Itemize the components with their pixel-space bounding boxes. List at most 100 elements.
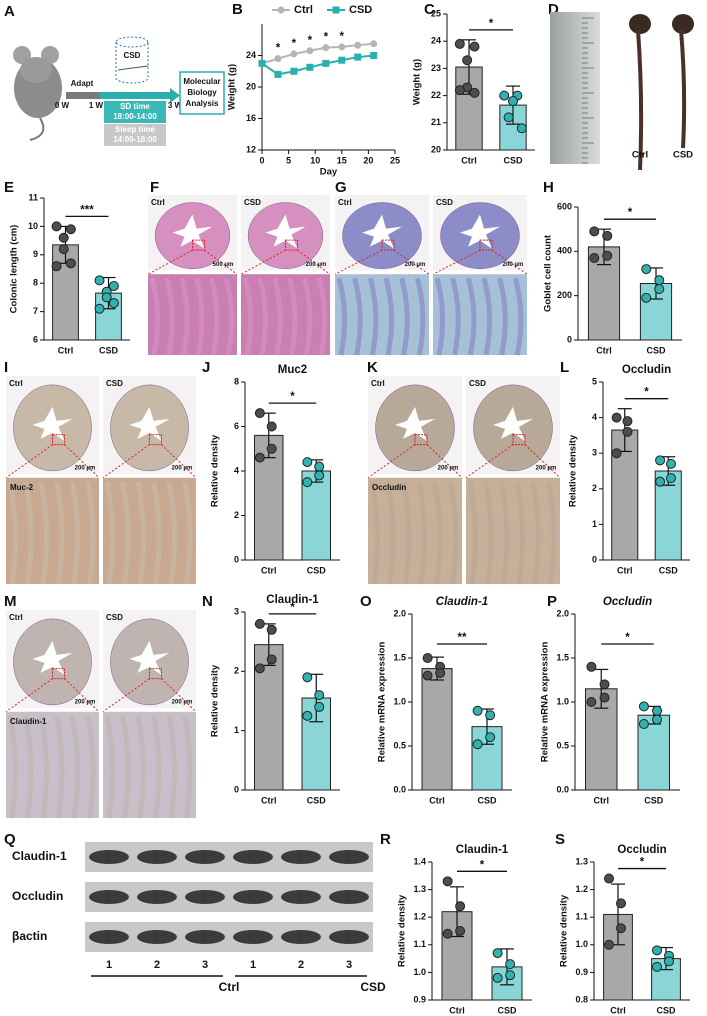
label: 200 μm [75,465,96,471]
label: 1.0 [575,939,588,949]
label: CSD [477,795,497,805]
label: Ctrl [594,795,610,805]
band [281,850,321,864]
label: * [625,632,630,644]
crypt [54,715,65,819]
label: 0.5 [393,740,406,750]
label: Ctrl [610,1005,626,1015]
series-marker [338,56,346,64]
data-point [516,123,527,134]
data-point [302,477,313,488]
label: * [640,857,645,869]
zoom-box [149,434,162,446]
label: * [308,35,313,47]
label: 500 μm [213,262,234,268]
label: Ctrl [151,198,165,207]
crypt [367,277,379,356]
crypt [545,481,557,585]
zoom-line [102,678,150,713]
label: CSD [673,150,693,161]
label: Relative density [397,894,408,967]
crypt [497,277,508,356]
blot-strip [85,922,373,952]
crypt [242,277,254,356]
band [89,890,129,904]
legend-marker [332,6,340,14]
label: 11 [28,192,38,202]
data-point [604,873,614,884]
crypt [272,277,283,356]
label: 0 [234,784,239,794]
label: 25 [390,155,400,165]
cecum [629,14,651,34]
data-point [314,701,325,712]
data-point [472,739,483,750]
data-point [622,416,633,427]
band [89,930,129,944]
crypt [434,277,446,356]
data-point [455,926,466,936]
label: Ctrl [58,345,74,355]
label: Occludin [622,364,671,376]
label: 3 [234,606,239,616]
crypt [385,481,396,585]
label: 1 [250,959,256,971]
label: 9 [33,249,38,259]
panel-label: E [4,179,14,196]
label: 1.5 [393,652,406,662]
label: Claudin-1 [12,849,67,863]
panel-label: D [548,1,559,18]
zoom-line [491,249,528,275]
data-point [616,923,626,934]
zoom-box [52,434,65,446]
label: 20 [246,81,256,91]
data-point [442,876,453,887]
band [89,850,129,864]
label: Ctrl [261,565,277,575]
data-point [652,705,663,716]
label: 14:00-18:00 [113,135,157,144]
label: 1.0 [393,696,406,706]
label: 400 [557,246,572,256]
crypt [69,715,81,819]
crypt [104,481,116,585]
label: Claudin-1 [436,596,488,608]
data-point [665,473,676,484]
panel-label: K [367,359,378,376]
lumen [362,214,402,249]
mouse-tail [29,117,45,141]
label: Biology [187,88,217,97]
zoom-line [393,249,430,275]
data-point [492,972,503,983]
label: 6 [33,334,38,344]
label: 0 [234,554,239,564]
data-point [652,945,662,956]
lumen [129,406,170,441]
label: 20 [431,144,441,154]
crypt [414,277,426,356]
label: 200 [557,290,572,300]
zoom-line [5,444,53,479]
data-point [266,654,277,665]
band [329,890,369,904]
data-point [586,697,597,707]
label: Relative mRNA expression [540,642,551,763]
panel-label: S [555,831,565,848]
data-point [58,244,69,255]
data-point [469,87,480,98]
data-point [652,961,662,972]
label: Ctrl [429,795,445,805]
data-point [472,705,483,716]
label: 25 [431,8,441,18]
crypt [400,481,412,585]
label: CSD [99,345,119,355]
data-point [101,292,112,303]
crypt [369,481,381,585]
label: 1.0 [556,696,569,706]
label: 1.2 [575,884,588,894]
zoom-box [192,239,205,251]
band [329,930,369,944]
label: CSD [644,795,664,805]
band [185,890,225,904]
panel-label: N [202,593,213,610]
